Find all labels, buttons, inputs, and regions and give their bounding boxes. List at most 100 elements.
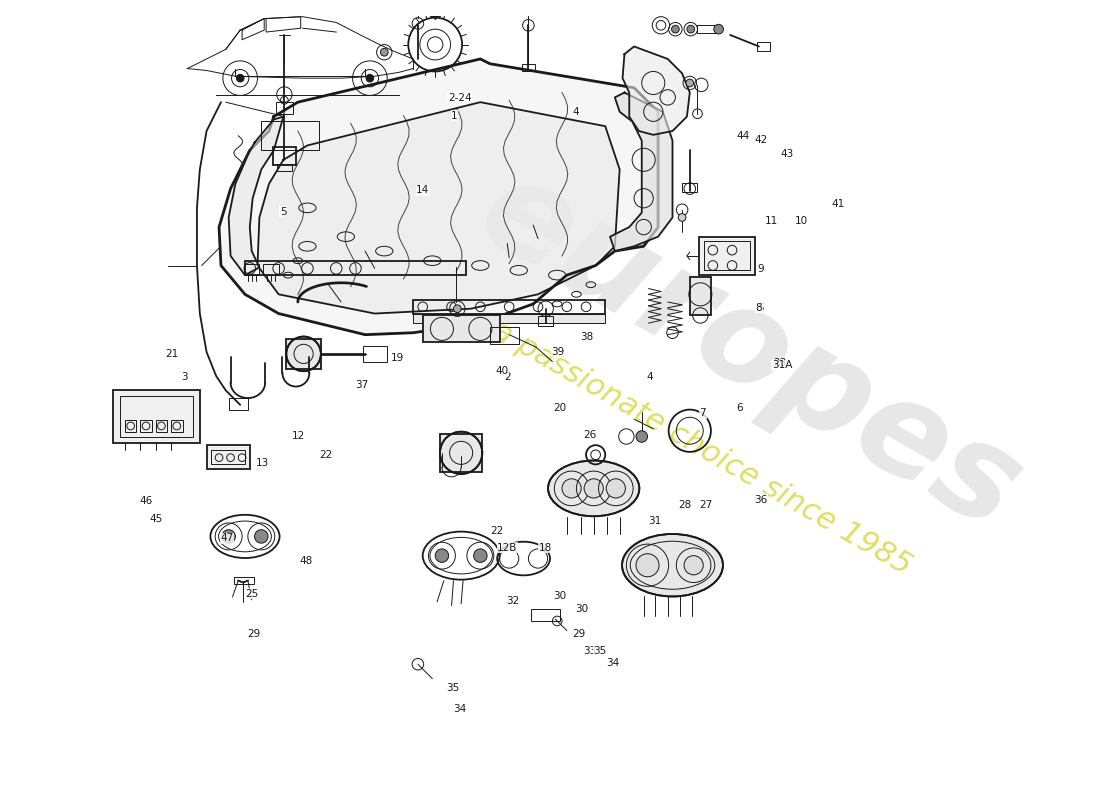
Bar (229, 398, 248, 410)
Bar (125, 420, 136, 432)
Text: 12B: 12B (497, 542, 517, 553)
Text: a passionate choice since 1985: a passionate choice since 1985 (486, 316, 916, 580)
Bar (697, 26, 718, 33)
Text: 18: 18 (539, 542, 552, 553)
Text: 27: 27 (700, 500, 713, 510)
Bar (234, 577, 254, 585)
Bar (263, 263, 278, 275)
Text: 47: 47 (221, 534, 234, 543)
Circle shape (254, 530, 268, 543)
Text: 35: 35 (594, 646, 607, 656)
Bar (211, 450, 245, 464)
Bar (245, 261, 466, 275)
Circle shape (436, 549, 449, 562)
Bar (521, 64, 535, 71)
Text: 34: 34 (453, 704, 466, 714)
Text: 44: 44 (736, 131, 749, 142)
Text: 31: 31 (649, 516, 662, 526)
Bar (690, 277, 711, 315)
Circle shape (671, 26, 679, 33)
Text: 30: 30 (553, 591, 566, 601)
Bar (155, 420, 167, 432)
Bar (262, 122, 319, 150)
Text: 3: 3 (182, 372, 188, 382)
Circle shape (714, 24, 724, 34)
Bar (120, 396, 194, 437)
Text: 29: 29 (248, 630, 261, 639)
Text: 6: 6 (736, 402, 744, 413)
Bar (141, 420, 152, 432)
Text: 12: 12 (292, 431, 305, 441)
Text: 22: 22 (319, 450, 332, 460)
Polygon shape (257, 102, 619, 314)
Circle shape (366, 74, 374, 82)
Bar (244, 263, 260, 275)
Text: 46: 46 (140, 497, 153, 506)
Bar (538, 317, 553, 326)
Text: 31A: 31A (772, 361, 792, 370)
Text: 23: 23 (773, 358, 786, 368)
Bar (757, 42, 770, 51)
Circle shape (686, 79, 694, 87)
Bar (170, 420, 183, 432)
Text: 14: 14 (416, 185, 429, 195)
Text: 28: 28 (679, 500, 692, 510)
Text: 21: 21 (166, 349, 179, 359)
Circle shape (636, 430, 648, 442)
Circle shape (636, 554, 659, 577)
Text: 38: 38 (580, 332, 593, 342)
Circle shape (453, 305, 461, 313)
Text: 39: 39 (551, 346, 564, 357)
Circle shape (236, 74, 244, 82)
Text: 13: 13 (255, 458, 268, 468)
Text: 36: 36 (755, 495, 768, 505)
Text: 48: 48 (300, 556, 313, 566)
Text: 10: 10 (794, 216, 807, 226)
Text: 43: 43 (781, 149, 794, 159)
Bar (414, 300, 605, 314)
Text: 33: 33 (583, 646, 596, 656)
Text: 2-24: 2-24 (448, 93, 472, 103)
Text: 2: 2 (504, 372, 510, 382)
Text: 19: 19 (390, 353, 404, 362)
Text: 22: 22 (491, 526, 504, 536)
Bar (414, 314, 605, 323)
Bar (277, 164, 293, 171)
Bar (700, 237, 755, 275)
Circle shape (562, 478, 581, 498)
Text: 25: 25 (245, 589, 258, 598)
Text: 45: 45 (150, 514, 163, 524)
Text: 42: 42 (755, 135, 768, 146)
Circle shape (584, 478, 603, 498)
Text: 9: 9 (758, 264, 764, 274)
Bar (704, 242, 750, 270)
Circle shape (606, 478, 626, 498)
Text: 26: 26 (583, 430, 596, 439)
Text: 11: 11 (764, 216, 778, 226)
Text: 30: 30 (574, 604, 587, 614)
Bar (113, 390, 200, 443)
Bar (422, 315, 499, 342)
Polygon shape (219, 59, 658, 334)
Text: 37: 37 (355, 380, 368, 390)
Text: 34: 34 (606, 658, 619, 668)
Text: 8: 8 (756, 302, 762, 313)
Circle shape (474, 549, 487, 562)
Bar (273, 147, 296, 165)
Text: 35: 35 (446, 683, 459, 694)
Text: europes: europes (456, 146, 1042, 558)
Bar (430, 10, 440, 16)
Bar (363, 346, 387, 362)
Circle shape (381, 48, 388, 56)
Text: 7: 7 (700, 408, 706, 418)
Bar (531, 610, 560, 621)
Text: 1: 1 (451, 110, 458, 121)
Bar (276, 102, 293, 114)
Text: 4: 4 (647, 372, 653, 382)
Polygon shape (623, 46, 690, 135)
Circle shape (686, 26, 694, 33)
Text: 4: 4 (573, 106, 580, 117)
Bar (682, 183, 697, 193)
Text: 32: 32 (506, 596, 519, 606)
Text: 20: 20 (553, 402, 566, 413)
